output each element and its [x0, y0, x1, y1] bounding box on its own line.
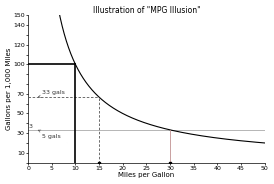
X-axis label: Miles per Gallon: Miles per Gallon [118, 172, 175, 178]
Text: 3: 3 [28, 124, 33, 129]
Text: 5 gals: 5 gals [38, 130, 61, 139]
Title: Illustration of "MPG Illusion": Illustration of "MPG Illusion" [93, 6, 200, 15]
Y-axis label: Gallons per 1,000 Miles: Gallons per 1,000 Miles [5, 48, 12, 130]
Text: 33 gals: 33 gals [38, 90, 65, 98]
